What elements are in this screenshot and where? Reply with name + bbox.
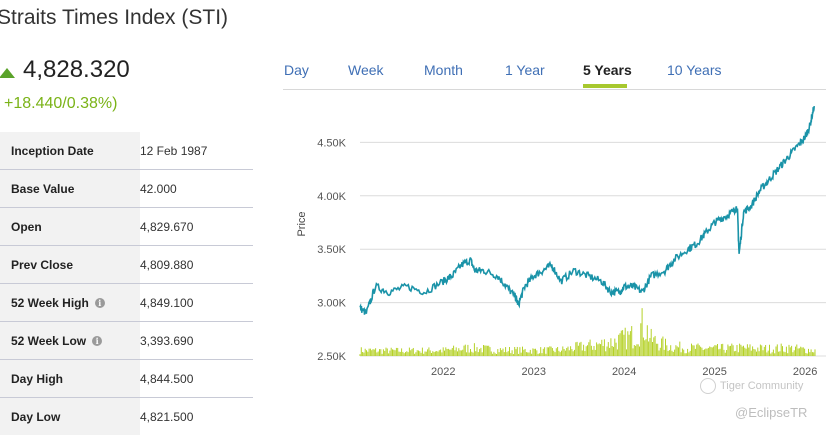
y-tick-label: 4.00K — [317, 191, 346, 203]
tiger-logo-icon — [700, 378, 716, 394]
x-tick-label: 2025 — [702, 366, 726, 378]
y-tick-label: 3.50K — [317, 244, 346, 256]
x-tick-label: 2024 — [612, 366, 636, 378]
x-tick-label: 2026 — [793, 366, 817, 378]
x-tick-label: 2023 — [521, 366, 545, 378]
y-axis-label: Price — [296, 211, 308, 236]
y-tick-label: 4.50K — [317, 137, 346, 149]
y-tick-label: 3.00K — [317, 298, 346, 310]
watermark-handle: @EclipseTR — [735, 405, 807, 420]
watermark-community: Tiger Community — [700, 378, 812, 394]
x-tick-label: 2022 — [431, 366, 455, 378]
y-tick-label: 2.50K — [317, 351, 346, 363]
price-line — [360, 106, 814, 315]
